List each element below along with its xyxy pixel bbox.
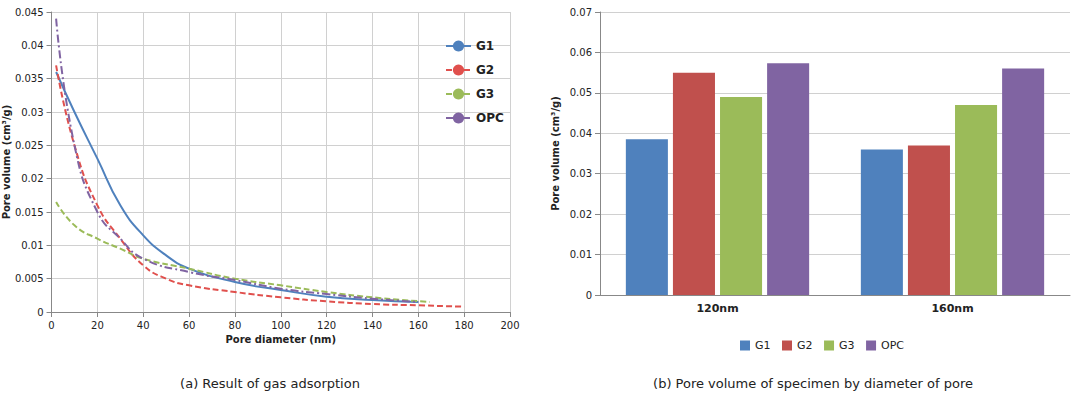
svg-text:G2: G2 — [797, 339, 816, 352]
svg-text:0.025: 0.025 — [15, 140, 44, 151]
svg-text:20: 20 — [91, 320, 104, 331]
svg-text:40: 40 — [137, 320, 150, 331]
svg-text:140: 140 — [363, 320, 382, 331]
svg-text:0.01: 0.01 — [570, 249, 592, 260]
svg-text:G1: G1 — [755, 339, 774, 352]
svg-text:0.005: 0.005 — [15, 273, 44, 284]
svg-text:0.06: 0.06 — [570, 47, 592, 58]
svg-text:0.035: 0.035 — [15, 73, 44, 84]
svg-text:0.03: 0.03 — [21, 107, 43, 118]
svg-text:120: 120 — [317, 320, 336, 331]
svg-text:0.01: 0.01 — [21, 240, 43, 251]
svg-text:160: 160 — [409, 320, 428, 331]
svg-text:0.045: 0.045 — [15, 7, 44, 18]
svg-text:120nm: 120nm — [696, 302, 738, 315]
svg-text:0: 0 — [48, 320, 54, 331]
svg-text:0.05: 0.05 — [570, 87, 592, 98]
svg-text:60: 60 — [183, 320, 196, 331]
svg-text:0.02: 0.02 — [570, 209, 592, 220]
svg-text:0.04: 0.04 — [21, 40, 43, 51]
svg-text:80: 80 — [229, 320, 242, 331]
svg-text:0.04: 0.04 — [570, 128, 592, 139]
svg-text:0: 0 — [586, 290, 592, 301]
svg-text:G3: G3 — [476, 87, 494, 101]
svg-text:0.015: 0.015 — [15, 207, 44, 218]
svg-text:G1: G1 — [476, 39, 494, 53]
svg-text:180: 180 — [455, 320, 474, 331]
svg-text:G3: G3 — [839, 339, 858, 352]
svg-text:0.02: 0.02 — [21, 173, 43, 184]
svg-text:(b) Pore volume of specimen by: (b) Pore volume of specimen by diameter … — [653, 376, 973, 391]
svg-text:OPC: OPC — [476, 111, 504, 125]
svg-text:G2: G2 — [476, 63, 494, 77]
svg-text:OPC: OPC — [881, 339, 907, 352]
svg-text:0: 0 — [37, 307, 43, 318]
svg-text:0.03: 0.03 — [570, 168, 592, 179]
svg-text:Pore volume (cm³/g): Pore volume (cm³/g) — [550, 96, 561, 211]
svg-text:Pore volume (cm³/g): Pore volume (cm³/g) — [1, 105, 12, 220]
svg-text:(a) Result of gas adsorption: (a) Result of gas adsorption — [180, 376, 360, 391]
svg-text:200: 200 — [500, 320, 519, 331]
svg-text:0.07: 0.07 — [570, 7, 592, 18]
svg-text:Pore diameter (nm): Pore diameter (nm) — [225, 334, 336, 345]
svg-text:160nm: 160nm — [931, 302, 973, 315]
svg-text:100: 100 — [271, 320, 290, 331]
